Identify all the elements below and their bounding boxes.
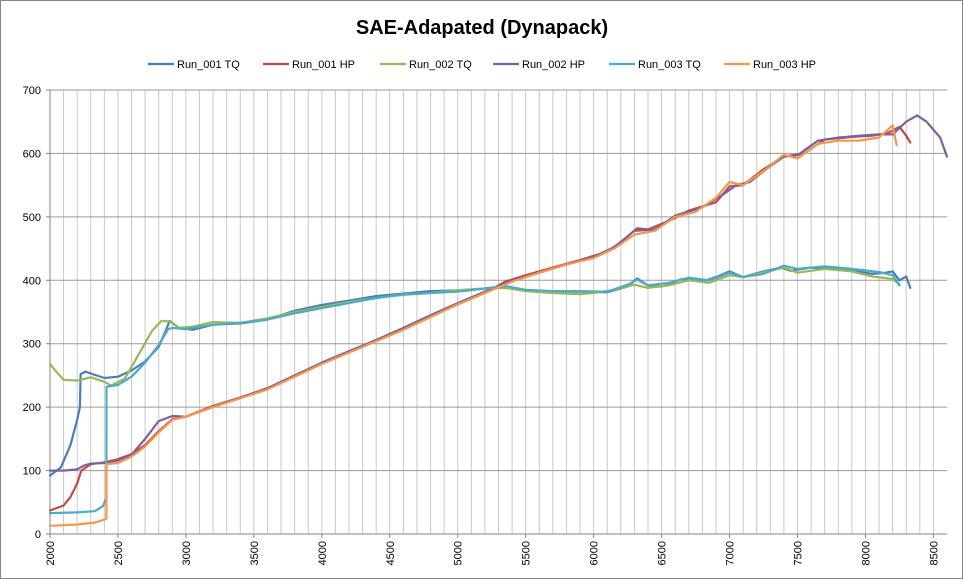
x-tick-label: 8000 bbox=[860, 541, 872, 565]
legend-label-run-001-tq: Run_001 TQ bbox=[177, 59, 240, 71]
series-line-run-001-hp bbox=[48, 125, 912, 512]
y-tick-label: 300 bbox=[23, 339, 41, 351]
y-tick-label: 700 bbox=[23, 85, 41, 97]
plot-area: 0 100 200 300 400 500 600 700 2000 2500 3000 3500 4… bbox=[23, 85, 949, 565]
y-tick-label: 0 bbox=[35, 529, 41, 541]
y-tick-label: 200 bbox=[23, 402, 41, 414]
x-tick-label: 5500 bbox=[521, 541, 533, 565]
x-tick-label: 2000 bbox=[45, 541, 57, 565]
x-tick-label: 3500 bbox=[249, 541, 261, 565]
x-tick-label: 3000 bbox=[181, 541, 193, 565]
x-axis-ticks: 2000 2500 3000 3500 4000 4500 5000 5500 6000 6500… bbox=[45, 534, 940, 565]
legend: Run_001 TQ Run_001 HP Run_002 TQ Run_002 HP… bbox=[148, 59, 816, 71]
x-tick-label: 7500 bbox=[793, 541, 805, 565]
x-tick-label: 4000 bbox=[317, 541, 329, 565]
x-tick-label: 2500 bbox=[113, 541, 125, 565]
x-tick-label: 8500 bbox=[928, 541, 940, 565]
legend-label-run-003-hp: Run_003 HP bbox=[753, 59, 816, 71]
y-axis-ticks: 0 100 200 300 400 500 600 700 bbox=[23, 85, 50, 541]
series-line-run-003-hp bbox=[48, 124, 898, 527]
x-tick-label: 5000 bbox=[453, 541, 465, 565]
x-tick-label: 6500 bbox=[657, 541, 669, 565]
y-tick-label: 500 bbox=[23, 212, 41, 224]
x-tick-label: 7000 bbox=[725, 541, 737, 565]
legend-label-run-002-tq: Run_002 TQ bbox=[409, 59, 472, 71]
series-line-run-003-tq bbox=[48, 264, 901, 515]
series-line-run-002-tq bbox=[48, 266, 901, 387]
y-tick-label: 100 bbox=[23, 466, 41, 478]
y-tick-label: 600 bbox=[23, 148, 41, 160]
legend-label-run-002-hp: Run_002 HP bbox=[522, 59, 585, 71]
legend-label-run-003-tq: Run_003 TQ bbox=[638, 59, 701, 71]
x-tick-label: 4500 bbox=[385, 541, 397, 565]
series-lines bbox=[48, 114, 949, 527]
y-tick-label: 400 bbox=[23, 275, 41, 287]
legend-label-run-001-hp: Run_001 HP bbox=[292, 59, 355, 71]
chart-title: SAE-Adapated (Dynapack) bbox=[356, 17, 608, 39]
x-tick-label: 6000 bbox=[589, 541, 601, 565]
grid-lines bbox=[50, 89, 947, 534]
series-line-run-001-tq bbox=[48, 266, 912, 477]
